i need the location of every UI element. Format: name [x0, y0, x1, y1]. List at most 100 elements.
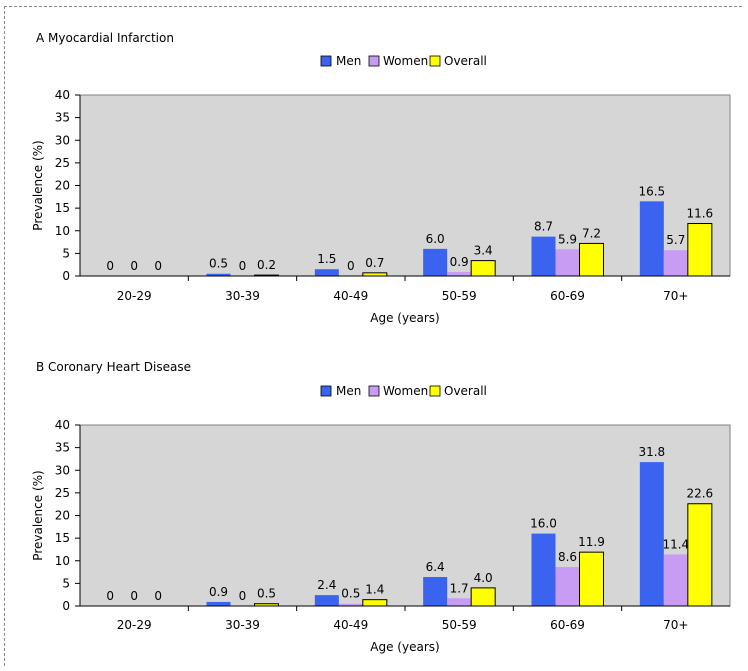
- x-tick-label: 20-29: [117, 289, 152, 303]
- y-tick-label: 35: [55, 441, 70, 455]
- data-label: 5.9: [558, 232, 577, 246]
- data-label: 22.6: [686, 487, 713, 501]
- bar: [206, 273, 231, 276]
- y-tick-label: 20: [55, 179, 70, 193]
- y-tick-label: 40: [55, 418, 70, 432]
- data-label: 11.9: [578, 535, 605, 549]
- bar: [447, 598, 472, 606]
- data-label: 1.4: [365, 583, 384, 597]
- y-tick-label: 25: [55, 486, 70, 500]
- bar: [687, 223, 713, 277]
- legend-label: Overall: [444, 54, 487, 68]
- bar: [423, 248, 448, 276]
- data-label: 7.2: [582, 226, 601, 240]
- data-label: 0: [239, 589, 247, 603]
- bar: [555, 567, 580, 606]
- bar: [470, 587, 496, 607]
- x-tick-label: 30-39: [225, 618, 260, 632]
- data-label: 0.9: [209, 585, 228, 599]
- chart-title: B Coronary Heart Disease: [36, 360, 191, 374]
- data-label: 11.4: [662, 537, 689, 551]
- bar: [206, 601, 231, 606]
- data-label: 0: [239, 259, 247, 273]
- data-label: 0: [130, 589, 138, 603]
- bar: [531, 236, 556, 276]
- y-tick-label: 15: [55, 531, 70, 545]
- data-label: 16.0: [530, 517, 557, 531]
- x-tick-label: 30-39: [225, 289, 260, 303]
- bar: [639, 462, 664, 606]
- data-label: 8.7: [534, 220, 553, 234]
- figure-frame: [4, 6, 742, 666]
- bar: [314, 269, 339, 276]
- legend-label: Overall: [444, 384, 487, 398]
- x-tick-label: 70+: [663, 618, 688, 632]
- x-tick-label: 60-69: [550, 618, 585, 632]
- data-label: 0: [106, 259, 114, 273]
- y-tick-label: 5: [62, 246, 70, 260]
- x-axis-label: Age (years): [370, 640, 439, 654]
- bar: [639, 201, 664, 276]
- data-label: 0: [154, 589, 162, 603]
- y-tick-label: 0: [62, 269, 70, 283]
- legend-swatch: [368, 55, 380, 67]
- y-tick-label: 25: [55, 156, 70, 170]
- x-tick-label: 70+: [663, 289, 688, 303]
- y-axis-label: Prevalence (%): [31, 470, 45, 560]
- bar: [314, 595, 339, 606]
- bar: [579, 551, 604, 607]
- y-tick-label: 0: [62, 599, 70, 613]
- data-label: 0: [154, 259, 162, 273]
- data-label: 1.5: [317, 252, 336, 266]
- y-tick-label: 10: [55, 224, 70, 238]
- legend-label: Men: [336, 54, 361, 68]
- data-label: 0.5: [341, 587, 360, 601]
- data-label: 8.6: [558, 550, 577, 564]
- y-tick-label: 35: [55, 111, 70, 125]
- data-label: 0: [106, 589, 114, 603]
- y-tick-label: 20: [55, 509, 70, 523]
- data-label: 11.6: [686, 207, 713, 221]
- data-label: 6.0: [426, 232, 445, 246]
- data-label: 3.4: [474, 244, 493, 258]
- chart-panel-2: B Coronary Heart Disease Men Women Overall 0…: [31, 360, 731, 654]
- data-label: 5.7: [666, 233, 685, 247]
- plot-area: [79, 424, 731, 607]
- x-tick-label: 20-29: [117, 618, 152, 632]
- y-tick-label: 30: [55, 133, 70, 147]
- legend-swatch: [429, 55, 441, 67]
- plot-area: [79, 94, 731, 277]
- x-tick-label: 40-49: [333, 618, 368, 632]
- data-label: 0.9: [450, 255, 469, 269]
- legend-swatch: [320, 55, 332, 67]
- y-tick-label: 40: [55, 88, 70, 102]
- data-label: 0: [347, 259, 355, 273]
- legend-label: Women: [383, 384, 428, 398]
- data-label: 0.5: [209, 257, 228, 271]
- bar: [423, 577, 448, 606]
- data-label: 0.7: [365, 256, 384, 270]
- y-tick-label: 30: [55, 463, 70, 477]
- data-label: 2.4: [317, 578, 336, 592]
- data-label: 0.5: [257, 587, 276, 601]
- y-axis-label: Prevalence (%): [31, 140, 45, 230]
- x-tick-label: 50-59: [442, 618, 477, 632]
- bar: [663, 554, 688, 606]
- x-axis-label: Age (years): [370, 311, 439, 325]
- data-label: 4.0: [474, 571, 493, 585]
- bar: [531, 533, 556, 606]
- legend-swatch: [320, 385, 332, 397]
- chart-panel-1: A Myocardial Infarction Men Women Overall 0 5…: [31, 31, 731, 325]
- x-tick-label: 60-69: [550, 289, 585, 303]
- x-tick-label: 50-59: [442, 289, 477, 303]
- bar: [362, 599, 388, 607]
- chart-title: A Myocardial Infarction: [36, 31, 174, 45]
- y-tick-label: 5: [62, 576, 70, 590]
- data-label: 16.5: [638, 184, 665, 198]
- bar: [470, 260, 496, 277]
- legend-label: Men: [336, 384, 361, 398]
- data-label: 31.8: [638, 445, 665, 459]
- bar: [555, 249, 580, 276]
- x-tick-label: 40-49: [333, 289, 368, 303]
